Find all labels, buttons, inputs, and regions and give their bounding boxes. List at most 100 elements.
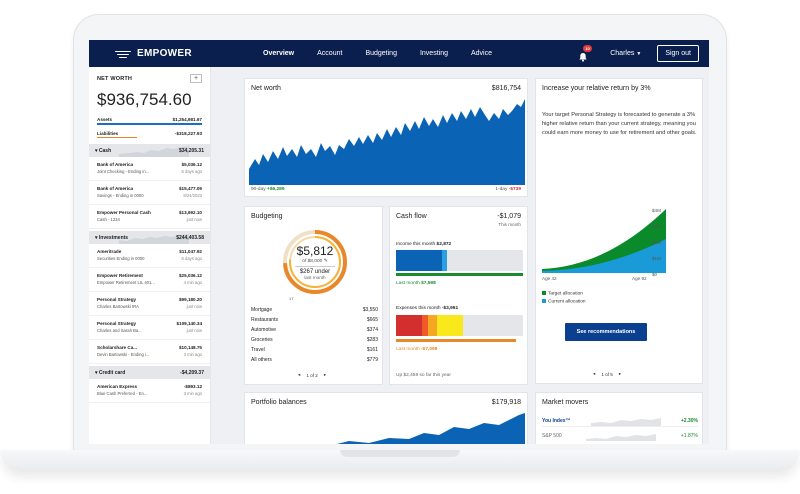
portfolio-area-chart [309, 413, 525, 444]
account-detail: Charles Bartowski IRA [97, 304, 139, 309]
account-name: Empower Personal Cash [97, 210, 151, 215]
nav-link-overview[interactable]: Overview [263, 50, 295, 57]
account-updated: 8/24/2023 [183, 193, 202, 198]
account-detail: Empower Retirement LIL 401... [97, 280, 155, 285]
account-amount: $109,140.34 [176, 321, 202, 326]
budget-ring-center: $5,812 of $8,000 ✎ $267 under last month [280, 244, 350, 280]
account-group-credit-card: ▾ Credit card -$4,209.37 American Expres… [89, 366, 210, 403]
account-row[interactable]: Scholarshare Ca... Devin Bartowski - Endi… [89, 340, 210, 364]
notification-badge: 10 [583, 44, 592, 52]
account-amount: $13,692.10 [179, 210, 202, 215]
chevron-left-icon[interactable]: ◂ [298, 372, 301, 377]
account-amount: $11,047.92 [179, 249, 202, 254]
card-title: Portfolio balances [251, 399, 307, 406]
mover-sparkline [590, 417, 661, 426]
bell-icon[interactable]: 10 [578, 44, 592, 62]
net-worth-card[interactable]: Net worth $816,754 90-day +$6,289 1-day … [244, 78, 528, 197]
account-row[interactable]: Personal Strategy Charles Bartowski IRA $… [89, 292, 210, 316]
add-account-button[interactable]: + [190, 74, 202, 83]
advice-card[interactable]: Increase your relative return by 3% Your… [535, 78, 703, 384]
expense-last-month: Last month -$7,098 [396, 347, 438, 352]
group-sparkline [119, 146, 189, 157]
group-total: $34,205.31 [178, 147, 204, 154]
chevron-left-icon[interactable]: ◂ [593, 371, 596, 376]
group-header-credit-card[interactable]: ▾ Credit card -$4,209.37 [89, 366, 210, 379]
account-name: Bank of America [97, 162, 134, 167]
logo-text: EMPOWER [137, 48, 192, 59]
account-name: Bank of America [97, 186, 134, 191]
account-amount: $5,036.12 [181, 162, 202, 167]
account-row[interactable]: American Express Blue Cash Preferred - En… [89, 379, 210, 403]
income-last-month-bar [396, 273, 523, 276]
category-row: Travel $161 [251, 347, 378, 353]
account-detail: Joint Checking - Ending in... [97, 169, 150, 174]
net-worth-value: $936,754.60 [97, 90, 192, 109]
income-last-month: Last month $7,598 [396, 281, 436, 286]
account-amount: $10,148.75 [179, 345, 202, 350]
expense-bar-part [428, 315, 437, 336]
liabilities-bar [97, 136, 137, 138]
category-row: Groceries $283 [251, 337, 378, 343]
nav-link-budgeting[interactable]: Budgeting [365, 50, 397, 57]
assets-label: Assets [97, 117, 113, 122]
group-header-investments[interactable]: ▾ Investments $244,403.58 [89, 231, 210, 244]
nav-links: Overview Account Budgeting Investing Adv… [263, 50, 515, 57]
advice-title: Increase your relative return by 3% [542, 85, 651, 92]
card-value: $816,754 [491, 85, 521, 92]
mover-change: +2.30% [680, 417, 698, 424]
projection-chart [542, 209, 666, 273]
nav-link-account[interactable]: Account [317, 50, 343, 57]
cash-flow-period: This month [498, 222, 521, 227]
account-row[interactable]: Empower Personal Cash Cash - 1234 $13,692… [89, 205, 210, 229]
budget-under: $267 under [299, 269, 331, 275]
account-group-investments: ▾ Investments $244,403.58 Ameritrade Secu… [89, 231, 210, 364]
account-group-cash: ▾ Cash $34,205.31 Bank of America Joint C… [89, 144, 210, 229]
pager-label: 1 of 2 [306, 372, 318, 378]
laptop-base [0, 450, 800, 472]
expense-bar-part [422, 315, 428, 336]
expense-last-month-bar [396, 339, 516, 342]
income-bar-track [396, 250, 523, 271]
account-detail: Cash - 1234 [97, 217, 120, 222]
portfolio-card[interactable]: Portfolio balances $179,918 [244, 392, 528, 444]
account-row[interactable]: Personal Strategy Charles and Sarah Ba...… [89, 316, 210, 340]
chevron-right-icon[interactable]: ▸ [618, 371, 622, 376]
projection-y-axis: $4M $3M $2M $1M $0 [652, 208, 661, 277]
chevron-down-icon: ▼ [636, 51, 642, 57]
account-updated: just now [186, 328, 202, 333]
account-row[interactable]: Empower Retirement Empower Retirement LIL… [89, 268, 210, 292]
see-recommendations-button[interactable]: See recommendations [565, 323, 647, 341]
nav-link-advice[interactable]: Advice [471, 50, 493, 57]
market-movers-card[interactable]: Market movers You Index™ +2.30% S&P 500 … [535, 392, 703, 444]
cash-flow-card[interactable]: Cash flow -$1,079 This month Income this… [389, 206, 528, 385]
mover-row[interactable]: You Index™ +2.30% [542, 415, 698, 427]
account-updated: 4 min ago [183, 280, 202, 285]
account-updated: 3 min ago [183, 352, 202, 357]
account-row[interactable]: Bank of America Joint Checking - Ending i… [89, 157, 210, 181]
mover-row[interactable]: S&P 500 +1.87% [542, 430, 698, 442]
expense-bar-part [396, 315, 422, 336]
group-total: $244,403.58 [176, 234, 204, 241]
account-row[interactable]: Bank of America Savings - Ending in 0000 … [89, 181, 210, 205]
sidebar: NET WORTH + $936,754.60 Assets $1,254,98… [89, 67, 211, 444]
budget-ring-chart [283, 230, 347, 294]
ninety-day-change: 90-day +$6,289 [251, 187, 285, 192]
account-updated: 6 days ago [181, 169, 203, 174]
nav-link-investing[interactable]: Investing [419, 50, 448, 57]
mover-name: S&P 500 [542, 433, 562, 439]
category-row: All others $779 [251, 357, 378, 363]
laptop-notch [340, 450, 460, 457]
chevron-right-icon[interactable]: ▸ [323, 372, 327, 377]
signout-button[interactable]: Sign out [657, 45, 699, 62]
advice-pager: ◂ 1 of 5 ▸ [590, 371, 624, 377]
account-row[interactable]: Ameritrade Securities Ending in 0000 $11,… [89, 244, 210, 268]
legend-target: Target allocation [542, 291, 583, 296]
account-amount: $25,036.12 [179, 273, 202, 278]
group-header-cash[interactable]: ▾ Cash $34,205.31 [89, 144, 210, 157]
legend-current: Current allocation [542, 299, 586, 304]
logo[interactable]: EMPOWER [115, 48, 235, 59]
budget-card[interactable]: Budgeting $5,812 of $8,000 ✎ $267 under … [244, 206, 383, 385]
user-menu[interactable]: Charles ▼ [610, 50, 641, 57]
group-name: ▾ Investments [95, 234, 129, 241]
net-worth-label: NET WORTH [97, 75, 133, 82]
